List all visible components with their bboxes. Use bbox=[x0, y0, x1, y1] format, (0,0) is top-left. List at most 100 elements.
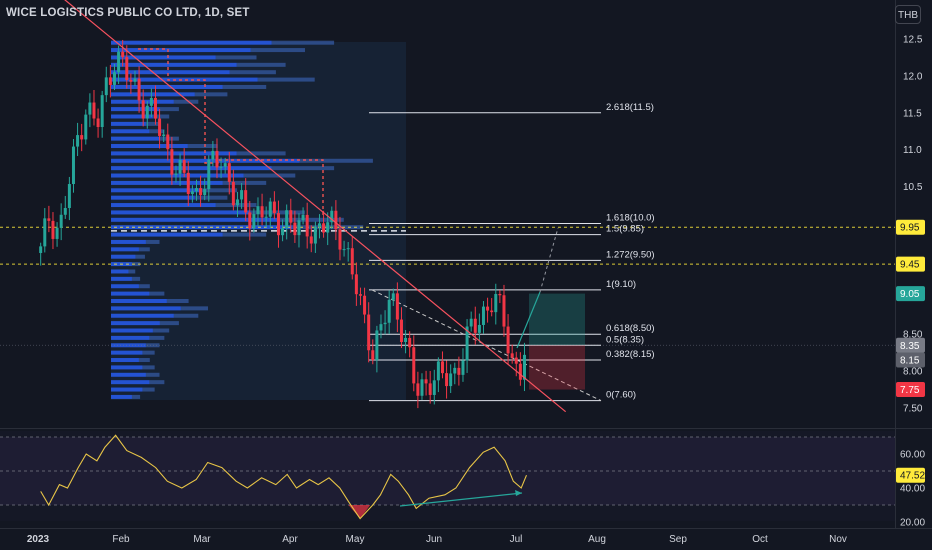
volume-bar bbox=[111, 173, 244, 178]
candle-body bbox=[235, 199, 239, 206]
time-axis-label: Jul bbox=[510, 534, 523, 545]
volume-bar bbox=[111, 321, 160, 326]
candle-body bbox=[39, 246, 43, 254]
candle-body bbox=[293, 222, 297, 236]
volume-bar bbox=[173, 313, 199, 318]
candle-body bbox=[301, 214, 305, 221]
rsi-divergence-line bbox=[399, 492, 523, 507]
candle-body bbox=[281, 228, 285, 236]
volume-bar bbox=[111, 284, 139, 289]
volume-bar bbox=[111, 188, 202, 193]
volume-bar bbox=[111, 276, 132, 281]
volume-bar bbox=[142, 350, 155, 355]
candle-body bbox=[96, 118, 100, 128]
candle-body bbox=[350, 248, 354, 275]
price-tag-label: 7.75 bbox=[900, 385, 920, 396]
volume-bar bbox=[236, 62, 286, 67]
volume-bar bbox=[111, 387, 143, 392]
volume-bar bbox=[111, 335, 150, 340]
candle-body bbox=[309, 236, 313, 244]
candle-body bbox=[440, 361, 444, 374]
price-tag bbox=[896, 219, 925, 235]
volume-bar bbox=[111, 298, 167, 303]
volume-bar bbox=[111, 203, 216, 208]
volume-bar bbox=[111, 343, 146, 348]
volume-bar bbox=[128, 269, 136, 274]
candle-body bbox=[363, 295, 367, 315]
candle-body bbox=[420, 379, 424, 396]
candle-body bbox=[445, 373, 449, 387]
volume-bar bbox=[271, 40, 335, 45]
volume-bar bbox=[278, 217, 344, 222]
candle-body bbox=[170, 149, 174, 175]
descending-trendline bbox=[64, 0, 567, 413]
candle-body bbox=[100, 95, 104, 128]
candle-body bbox=[404, 337, 408, 343]
volume-bar bbox=[111, 180, 223, 185]
volume-bar bbox=[250, 210, 305, 215]
candle-body bbox=[67, 184, 71, 209]
price-tag-label: 9.95 bbox=[900, 223, 920, 234]
candle-body bbox=[416, 383, 420, 396]
candle-body bbox=[494, 293, 498, 313]
candle-body bbox=[276, 213, 280, 236]
volume-bar bbox=[138, 247, 150, 252]
candle-body bbox=[227, 163, 231, 182]
value-area-line bbox=[138, 48, 324, 215]
volume-bar bbox=[149, 129, 165, 134]
rsi-pane bbox=[0, 434, 895, 520]
candle-body bbox=[326, 222, 330, 233]
volume-bar bbox=[194, 92, 228, 97]
volume-bar bbox=[159, 136, 179, 141]
volume-bar bbox=[111, 114, 153, 119]
candle-body bbox=[399, 319, 403, 343]
volume-bar bbox=[159, 321, 179, 326]
candle-body bbox=[522, 354, 526, 380]
volume-bar bbox=[111, 210, 251, 215]
candle-body bbox=[166, 134, 170, 150]
candle-body bbox=[125, 57, 129, 80]
volume-bar bbox=[111, 107, 160, 112]
candle-body bbox=[219, 166, 223, 168]
volume-bar bbox=[111, 166, 272, 171]
candle-body bbox=[346, 248, 350, 250]
currency-button[interactable]: THB bbox=[895, 5, 921, 24]
volume-bar bbox=[152, 114, 170, 119]
candle-body bbox=[408, 337, 412, 348]
time-axis-label: May bbox=[346, 534, 365, 545]
fibonacci-tool: 0(7.60) 0.382(8.15) 0.5(8.35)0.618(8.50) 1(… bbox=[369, 102, 655, 402]
fib-level-label: 0(7.60) bbox=[606, 390, 636, 401]
volume-bar bbox=[166, 298, 189, 303]
volume-bar bbox=[111, 217, 279, 222]
rsi-pane-bg bbox=[0, 431, 895, 521]
candle-body bbox=[248, 212, 252, 229]
volume-bar bbox=[215, 55, 257, 60]
time-axis-label: Jun bbox=[426, 534, 442, 545]
candle-body bbox=[297, 220, 301, 236]
fib-level-label: 1(9.10) bbox=[606, 279, 636, 290]
volume-bar bbox=[142, 387, 155, 392]
rsi-tick-label: 60.00 bbox=[900, 450, 925, 461]
volume-bar bbox=[145, 343, 160, 348]
candle-body bbox=[457, 367, 461, 375]
candle-body bbox=[498, 293, 502, 296]
volume-bar bbox=[111, 313, 174, 318]
price-tag bbox=[896, 352, 925, 368]
candle-body bbox=[285, 210, 289, 229]
volume-bar bbox=[194, 195, 228, 200]
candle-body bbox=[481, 306, 485, 325]
price-tick-label: 10.5 bbox=[903, 182, 923, 193]
position-target-zone bbox=[529, 293, 585, 346]
volume-bar bbox=[257, 77, 315, 82]
volume-bar bbox=[111, 247, 139, 252]
volume-bar bbox=[149, 380, 165, 385]
volume-bar bbox=[131, 394, 141, 399]
candle-body bbox=[354, 274, 358, 295]
candle-body bbox=[412, 347, 416, 384]
time-axis-label: Apr bbox=[282, 534, 298, 545]
volume-bar bbox=[111, 121, 146, 126]
candle-body bbox=[486, 306, 490, 311]
time-axis-label: Feb bbox=[112, 534, 130, 545]
candle-body bbox=[252, 214, 256, 229]
